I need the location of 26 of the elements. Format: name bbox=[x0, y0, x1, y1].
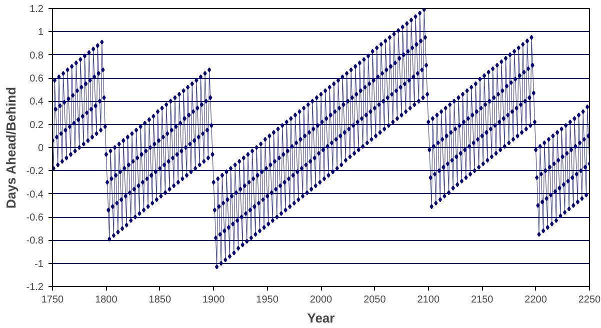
x-tick-label: 2150 bbox=[470, 294, 494, 306]
y-tick-label: 0.4 bbox=[30, 96, 44, 108]
x-tick-label: 1750 bbox=[41, 294, 64, 306]
y-tick-label: -1.2 bbox=[26, 282, 44, 293]
y-tick-label: 1.2 bbox=[30, 4, 44, 15]
y-tick-label: 0.8 bbox=[30, 50, 44, 62]
x-tick-label: 2000 bbox=[310, 294, 333, 306]
x-axis-title: Year bbox=[307, 310, 335, 326]
y-tick-label: 1 bbox=[38, 27, 44, 38]
y-tick-label: 0.2 bbox=[30, 120, 44, 131]
x-tick-label: 2200 bbox=[524, 294, 548, 306]
y-tick-label: -0.2 bbox=[26, 166, 44, 178]
y-tick-label: 0 bbox=[38, 143, 44, 154]
x-tick-label: 2100 bbox=[417, 294, 440, 306]
x-tick-label: 1950 bbox=[256, 294, 279, 306]
y-tick-label: -1 bbox=[34, 258, 44, 270]
x-tick-label: 2050 bbox=[364, 294, 386, 306]
y-tick-label: -0.8 bbox=[26, 236, 44, 247]
y-axis-title: Days Ahead/Behind bbox=[3, 86, 18, 209]
y-tick-label: -0.4 bbox=[26, 189, 44, 200]
x-tick-label: 2250 bbox=[578, 294, 601, 306]
x-tick-label: 1900 bbox=[202, 294, 226, 306]
y-tick-label: -0.6 bbox=[26, 212, 44, 224]
x-tick-label: 1850 bbox=[148, 294, 172, 306]
x-tick-label: 1800 bbox=[95, 294, 118, 306]
y-tick-label: 0.6 bbox=[30, 74, 44, 84]
